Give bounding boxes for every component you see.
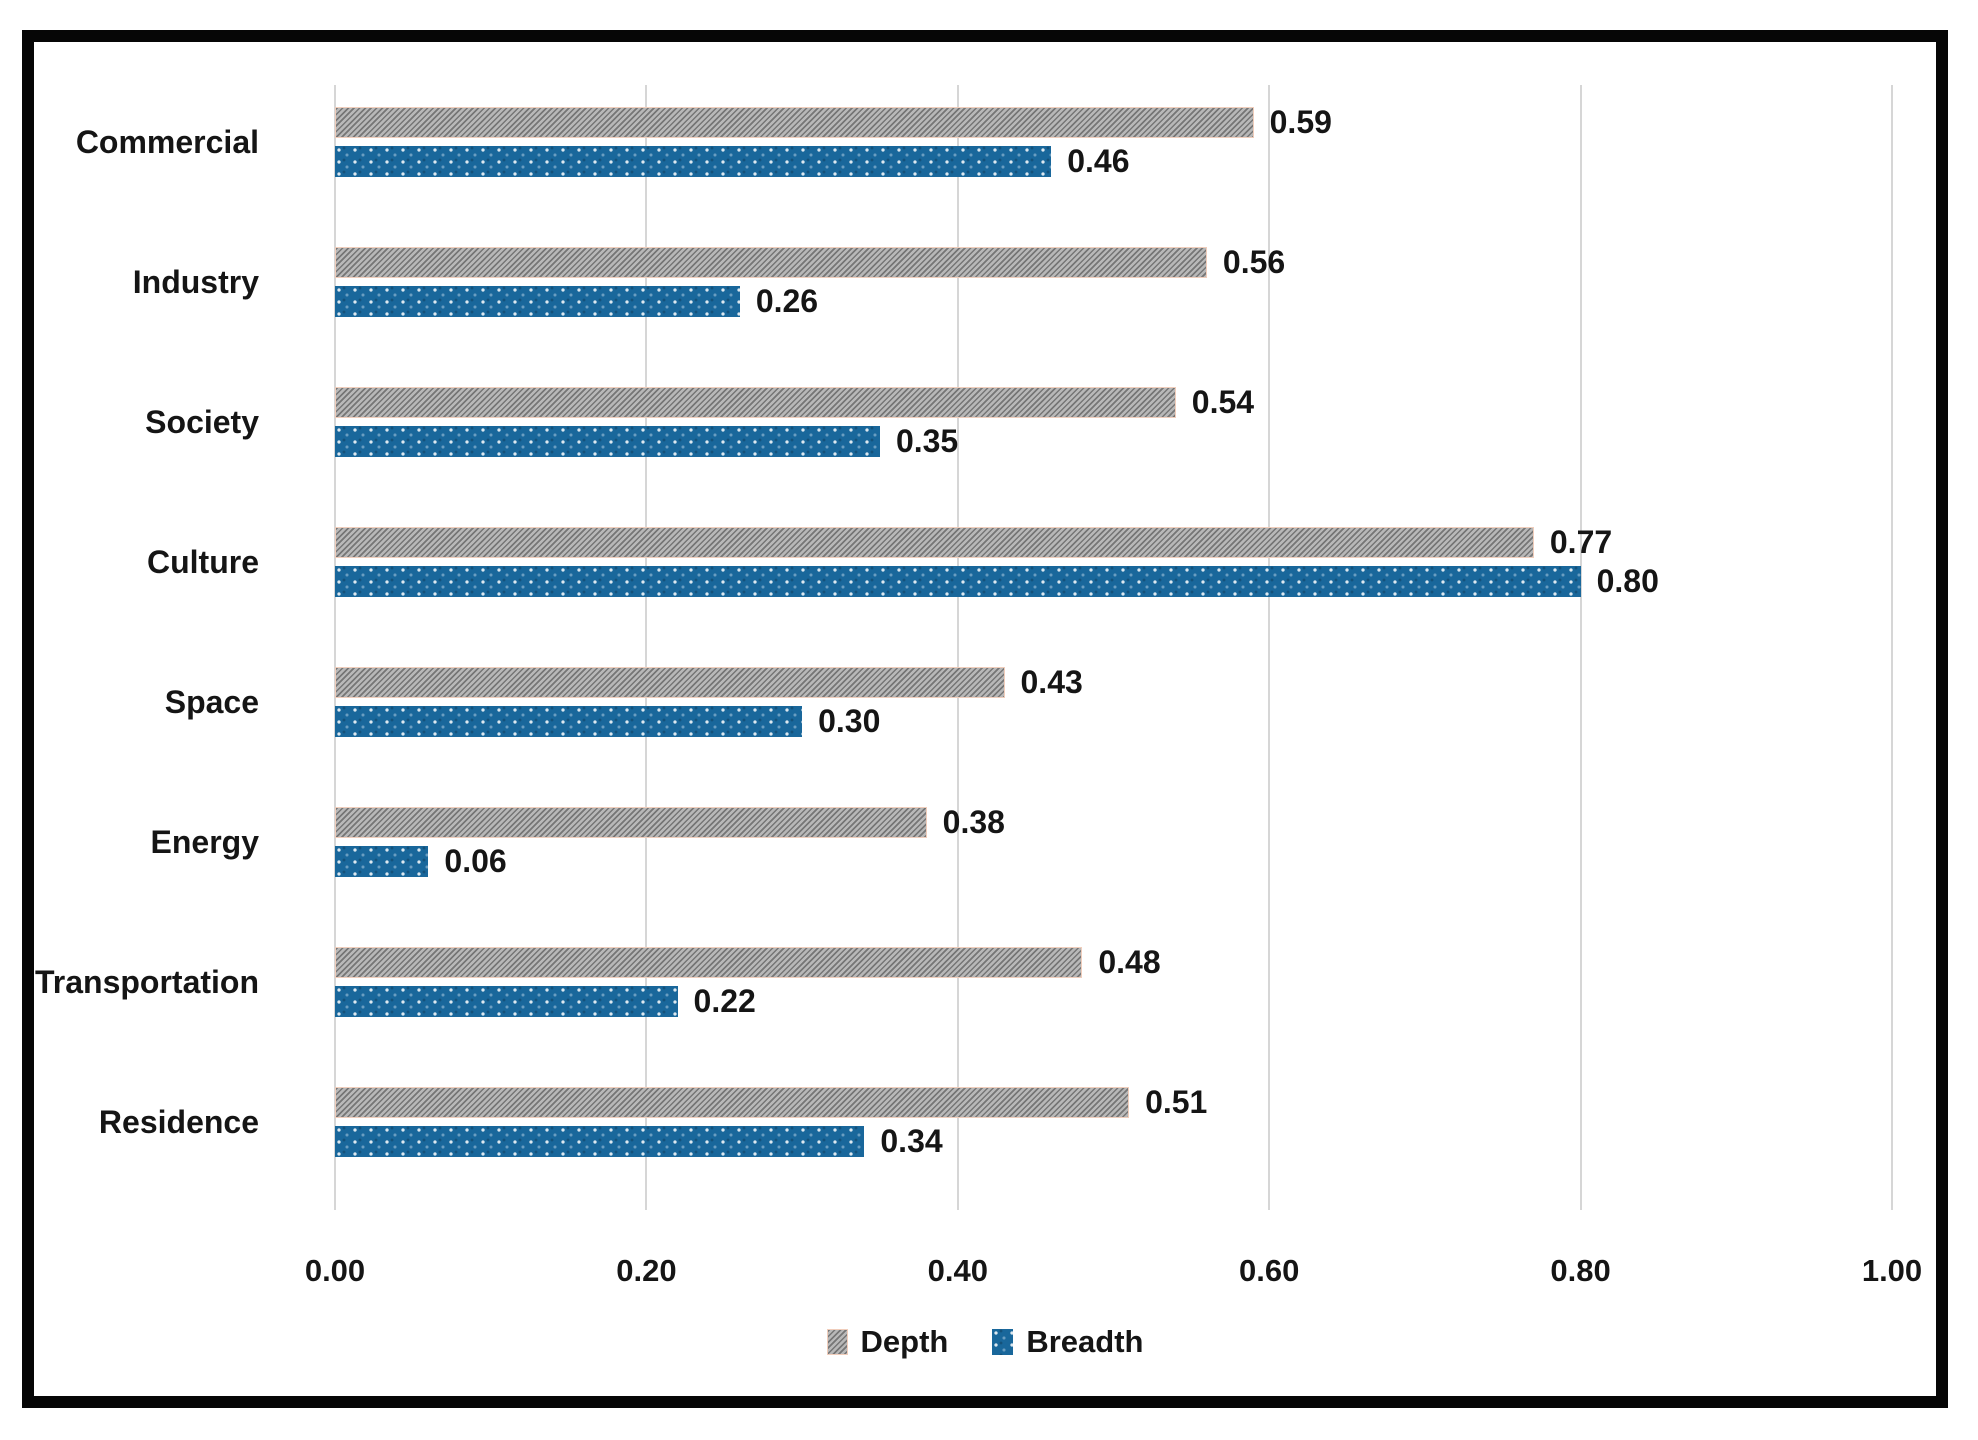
chart-border-frame: Commercial Industry Society Culture Space Ene… <box>22 30 1948 1408</box>
legend: Depth Breadth <box>34 1320 1936 1364</box>
bar-row: 0.34 <box>335 1123 1892 1159</box>
value-label: 0.22 <box>693 983 756 1019</box>
gridline <box>1268 85 1271 1210</box>
category-label: Commercial <box>75 124 259 160</box>
value-label: 0.54 <box>1191 384 1255 420</box>
bar-row: 0.77 <box>335 524 1892 560</box>
x-tick-label: 0.60 <box>1239 1253 1300 1288</box>
breadth-bar <box>335 1126 865 1157</box>
x-axis: 0.00 0.20 0.40 0.60 0.80 1.00 <box>305 1248 1922 1294</box>
bar-row: 0.54 <box>335 384 1892 420</box>
breadth-bar <box>335 566 1581 597</box>
gridline <box>1891 85 1893 1210</box>
value-label: 0.30 <box>818 703 881 739</box>
value-label: 0.38 <box>942 804 1005 840</box>
bar-row: 0.38 <box>335 804 1892 840</box>
bar-row: 0.46 <box>335 143 1892 179</box>
bar-row: 0.48 <box>335 944 1892 980</box>
value-label: 0.51 <box>1145 1084 1208 1120</box>
depth-bar <box>335 947 1083 978</box>
category-label: Transportation <box>34 964 259 1000</box>
category-label: Culture <box>147 544 259 580</box>
legend-label-depth: Depth <box>860 1324 949 1359</box>
bars: 0.59 0.46 0.56 0.26 0.54 0.35 0.77 0.80 0.43 0.30… <box>335 85 1892 1210</box>
value-label: 0.56 <box>1222 244 1286 280</box>
value-label: 0.26 <box>755 283 819 319</box>
breadth-bar <box>335 706 803 737</box>
value-label: 0.48 <box>1098 944 1161 980</box>
bar-row: 0.06 <box>335 843 1892 879</box>
gridline <box>1579 85 1582 1210</box>
value-label: 0.77 <box>1549 524 1613 560</box>
value-label: 0.59 <box>1269 104 1332 140</box>
breadth-bar <box>335 846 429 877</box>
x-tick-label: 0.00 <box>304 1253 366 1288</box>
legend-item-depth: Depth <box>826 1320 949 1364</box>
bar-row: 0.43 <box>335 664 1892 700</box>
value-label: 0.43 <box>1020 664 1083 700</box>
breadth-bar <box>335 426 880 457</box>
depth-bar <box>335 107 1254 138</box>
category-label: Industry <box>132 264 259 300</box>
breadth-bar <box>335 286 740 317</box>
depth-bar <box>335 527 1534 558</box>
bar-row: 0.56 <box>335 244 1892 280</box>
bar-row: 0.30 <box>335 703 1892 739</box>
breadth-legend-swatch-icon <box>992 1329 1014 1355</box>
bar-row: 0.59 <box>335 104 1892 140</box>
gridline <box>956 85 959 1210</box>
value-label: 0.80 <box>1596 563 1659 599</box>
gridline <box>334 85 336 1210</box>
x-tick-label: 0.40 <box>927 1253 988 1288</box>
category-label: Residence <box>98 1104 259 1140</box>
gridlines <box>334 85 1893 1210</box>
breadth-bar <box>335 986 678 1017</box>
bar-row: 0.80 <box>335 563 1892 599</box>
legend-label-breadth: Breadth <box>1026 1324 1144 1359</box>
value-label: 0.35 <box>895 423 959 459</box>
breadth-bar <box>335 146 1052 177</box>
x-tick-label: 1.00 <box>1861 1253 1923 1288</box>
depth-bar <box>335 667 1005 698</box>
x-tick-label: 0.80 <box>1550 1253 1611 1288</box>
category-label: Energy <box>150 824 259 860</box>
bar-row: 0.22 <box>335 983 1892 1019</box>
category-labels: Commercial Industry Society Culture Space Ene… <box>34 85 259 1210</box>
legend-item-breadth: Breadth <box>992 1320 1143 1364</box>
plot-area: 0.59 0.46 0.56 0.26 0.54 0.35 0.77 0.80 0.43 0.30… <box>334 85 1893 1210</box>
depth-bar <box>335 807 927 838</box>
depth-bar <box>335 387 1176 418</box>
category-label: Society <box>145 404 259 440</box>
value-label: 0.46 <box>1067 143 1130 179</box>
bar-row: 0.26 <box>335 283 1892 319</box>
value-label: 0.34 <box>880 1123 943 1159</box>
bar-row: 0.51 <box>335 1084 1892 1120</box>
gridline <box>645 85 648 1210</box>
bar-row: 0.35 <box>335 423 1892 459</box>
value-label: 0.06 <box>444 843 507 879</box>
depth-bar <box>335 1087 1130 1118</box>
depth-legend-swatch-icon <box>826 1329 848 1355</box>
x-tick-label: 0.20 <box>616 1253 677 1288</box>
category-label: Space <box>164 684 259 720</box>
depth-bar <box>335 247 1207 278</box>
